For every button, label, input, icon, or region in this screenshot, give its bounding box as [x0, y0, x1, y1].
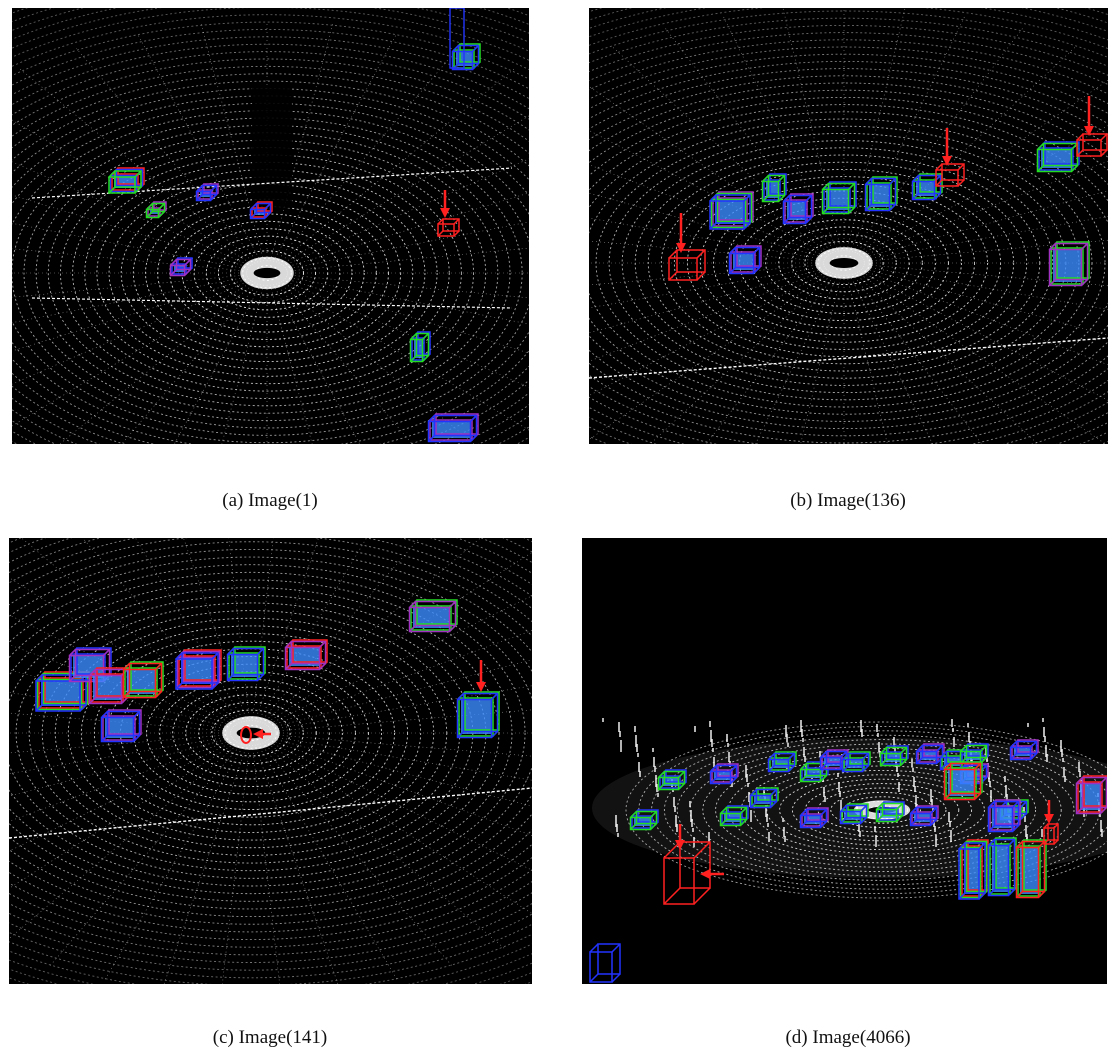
car-d7 — [915, 744, 944, 765]
car-d-big6 — [1075, 776, 1107, 815]
missed-car-b2 — [935, 163, 965, 187]
car-d-big5 — [987, 800, 1020, 833]
red-arrow-icon — [1044, 800, 1054, 824]
car-b3 — [826, 190, 848, 210]
car-d-big1 — [943, 762, 982, 801]
red-arrow-icon — [676, 213, 686, 253]
car-a1 — [108, 170, 142, 194]
car-c6 — [226, 647, 265, 682]
point-cloud-c — [9, 538, 532, 984]
car-c8 — [105, 718, 133, 738]
car-d10 — [1009, 740, 1038, 761]
red-arrow-icon — [440, 190, 450, 218]
car-d5 — [841, 752, 870, 773]
car-b4 — [864, 177, 897, 212]
car-d1 — [709, 764, 738, 785]
car-c7 — [284, 640, 327, 671]
car-a4 — [249, 202, 272, 220]
car-d-big3 — [987, 838, 1016, 897]
car-a2 — [195, 184, 218, 202]
missed-car-d2 — [1043, 823, 1059, 845]
car-a7 — [409, 332, 430, 363]
lidar-panel-d — [582, 538, 1107, 984]
car-c9 — [408, 600, 457, 633]
scan-rings — [9, 538, 532, 984]
car-d18 — [629, 810, 658, 831]
point-cloud-a — [12, 8, 529, 444]
radial-streaks — [9, 538, 532, 984]
red-arrow-icon — [1084, 96, 1094, 136]
car-c5 — [175, 652, 219, 690]
car-b1 — [709, 194, 751, 230]
lidar-panel-b — [589, 8, 1108, 444]
point-cloud-d — [589, 718, 1107, 983]
car-d13 — [799, 808, 828, 829]
car-b3 — [821, 182, 856, 215]
lidar-panel-a — [12, 8, 529, 444]
missed-car-a — [437, 218, 460, 237]
car-c4 — [122, 662, 163, 699]
caption-a: (a) Image(1) — [222, 490, 318, 511]
caption-c: (c) Image(141) — [212, 1027, 328, 1048]
car-a6 — [451, 44, 480, 71]
car-b6 — [782, 194, 813, 225]
radial-streaks — [12, 21, 529, 444]
car-d14 — [839, 804, 868, 825]
scan-rings — [589, 8, 1108, 444]
car-a5 — [169, 258, 192, 277]
scan-rings — [12, 8, 529, 444]
car-d0 — [657, 770, 686, 791]
car-b2 — [761, 174, 786, 203]
red-arrow-icon — [476, 660, 486, 692]
car-d16 — [909, 806, 938, 827]
car-a8 — [427, 414, 478, 443]
car-c6 — [231, 655, 257, 677]
caption-b: (b) Image(136) — [790, 490, 906, 511]
car-d9 — [959, 744, 988, 765]
car-d-corner — [589, 943, 621, 983]
car-d2 — [767, 752, 796, 773]
red-arrow-icon — [675, 824, 685, 850]
car-b7 — [728, 246, 761, 275]
car-b9 — [1048, 242, 1089, 287]
car-b4 — [869, 185, 889, 207]
missed-car-d1 — [663, 841, 711, 905]
missed-car-b3 — [1076, 133, 1108, 157]
car-c9 — [413, 608, 449, 628]
car-c8 — [100, 710, 141, 743]
car-d15 — [875, 802, 904, 823]
car-d-big2 — [958, 842, 986, 900]
car-c10 — [461, 700, 491, 734]
red-arrow-icon — [700, 869, 724, 879]
car-d4 — [819, 750, 848, 771]
missed-car-b1 — [668, 249, 706, 281]
car-d-big6 — [1080, 784, 1100, 810]
car-d11 — [749, 788, 778, 809]
red-arrow-icon — [942, 128, 952, 166]
caption-d: (d) Image(4066) — [785, 1027, 911, 1048]
red-arrow-icon — [253, 729, 271, 739]
car-d6 — [879, 746, 908, 767]
point-cloud-b — [589, 8, 1108, 444]
car-d-big5 — [992, 808, 1012, 828]
car-d12 — [719, 806, 748, 827]
lidar-panel-c — [9, 538, 532, 984]
car-c10 — [456, 692, 499, 739]
car-a3 — [145, 202, 166, 219]
